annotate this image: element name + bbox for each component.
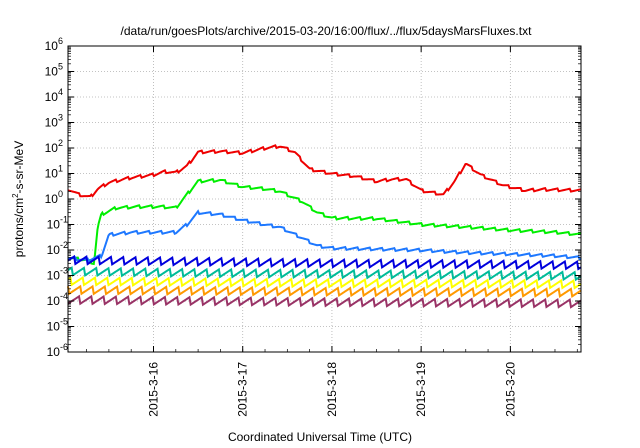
y-tick-label: 104 [45,87,63,104]
y-tick-label-exp: 4 [58,87,63,97]
x-tick-label: 2015-3-16 [147,362,161,417]
plot-frame [67,45,582,353]
y-tick-label: 10-3 [47,266,68,283]
x-tick-label: 2015-3-18 [325,362,339,417]
x-tick-label: 2015-3-20 [503,362,517,417]
y-tick-label-base: 10 [47,345,61,359]
x-tick-label: 2015-3-19 [414,362,428,417]
y-axis: 10-610-510-410-310-210-11001011021031041… [45,36,581,359]
y-tick-label-base: 10 [45,141,59,155]
y-tick-label: 103 [45,113,63,130]
chart-title: /data/run/goesPlots/archive/2015-03-20/1… [121,24,533,38]
series-line [67,144,582,198]
y-tick-label-exp: -5 [60,317,68,327]
y-tick-label-exp: -2 [60,240,68,250]
y-tick-label-base: 10 [45,90,59,104]
series-line [67,177,581,266]
series-line [67,294,582,309]
series-layer [67,144,582,309]
y-tick-label-base: 10 [45,39,59,53]
y-tick-label: 105 [45,62,63,79]
series-line [67,209,581,263]
y-tick-label-base: 10 [47,320,61,334]
y-tick-label: 100 [45,189,63,206]
y-tick-label-exp: -1 [60,215,68,225]
y-tick-label-exp: -3 [60,266,68,276]
y-tick-label: 102 [45,138,63,155]
y-tick-label-base: 10 [47,294,61,308]
y-tick-label-exp: 0 [58,189,63,199]
y-tick-label: 106 [45,36,63,53]
x-tick-label: 2015-3-17 [236,362,250,417]
y-tick-label: 10-5 [47,317,68,334]
y-tick-label-exp: -6 [60,342,68,352]
x-axis-label: Coordinated Universal Time (UTC) [228,430,412,444]
series-line [67,275,582,290]
y-tick-label-exp: 2 [58,138,63,148]
y-tick-label-exp: 3 [58,113,63,123]
y-tick-label-exp: -4 [60,291,68,301]
y-axis-label-base: protons/cm [12,198,26,257]
y-axis-label-rest: -s-sr-MeV [12,141,26,194]
series-line [67,266,582,282]
y-tick-label: 10-6 [47,342,68,359]
y-tick-label-exp: 1 [58,164,63,174]
y-tick-label: 10-2 [47,240,68,257]
y-tick-label-base: 10 [47,269,61,283]
y-tick-label-exp: 5 [58,62,63,72]
y-tick-label: 10-4 [47,291,68,308]
series-line [67,254,582,271]
series-line [67,284,582,298]
grid [68,46,581,352]
y-tick-label-base: 10 [45,192,59,206]
y-tick-label-base: 10 [45,65,59,79]
y-axis-label-sup: 2 [11,193,20,198]
y-tick-label-exp: 6 [58,36,63,46]
y-tick-label-base: 10 [45,167,59,181]
x-axis: 2015-3-16 2015-3-17 2015-3-18 2015-3-19 2015… [86,46,578,417]
y-tick-label: 101 [45,164,63,181]
y-tick-label-base: 10 [47,218,61,232]
y-axis-label: protons/cm2-s-sr-MeV [11,141,26,257]
y-tick-label: 10-1 [47,215,68,232]
y-tick-label-base: 10 [47,243,61,257]
y-tick-label-base: 10 [45,116,59,130]
